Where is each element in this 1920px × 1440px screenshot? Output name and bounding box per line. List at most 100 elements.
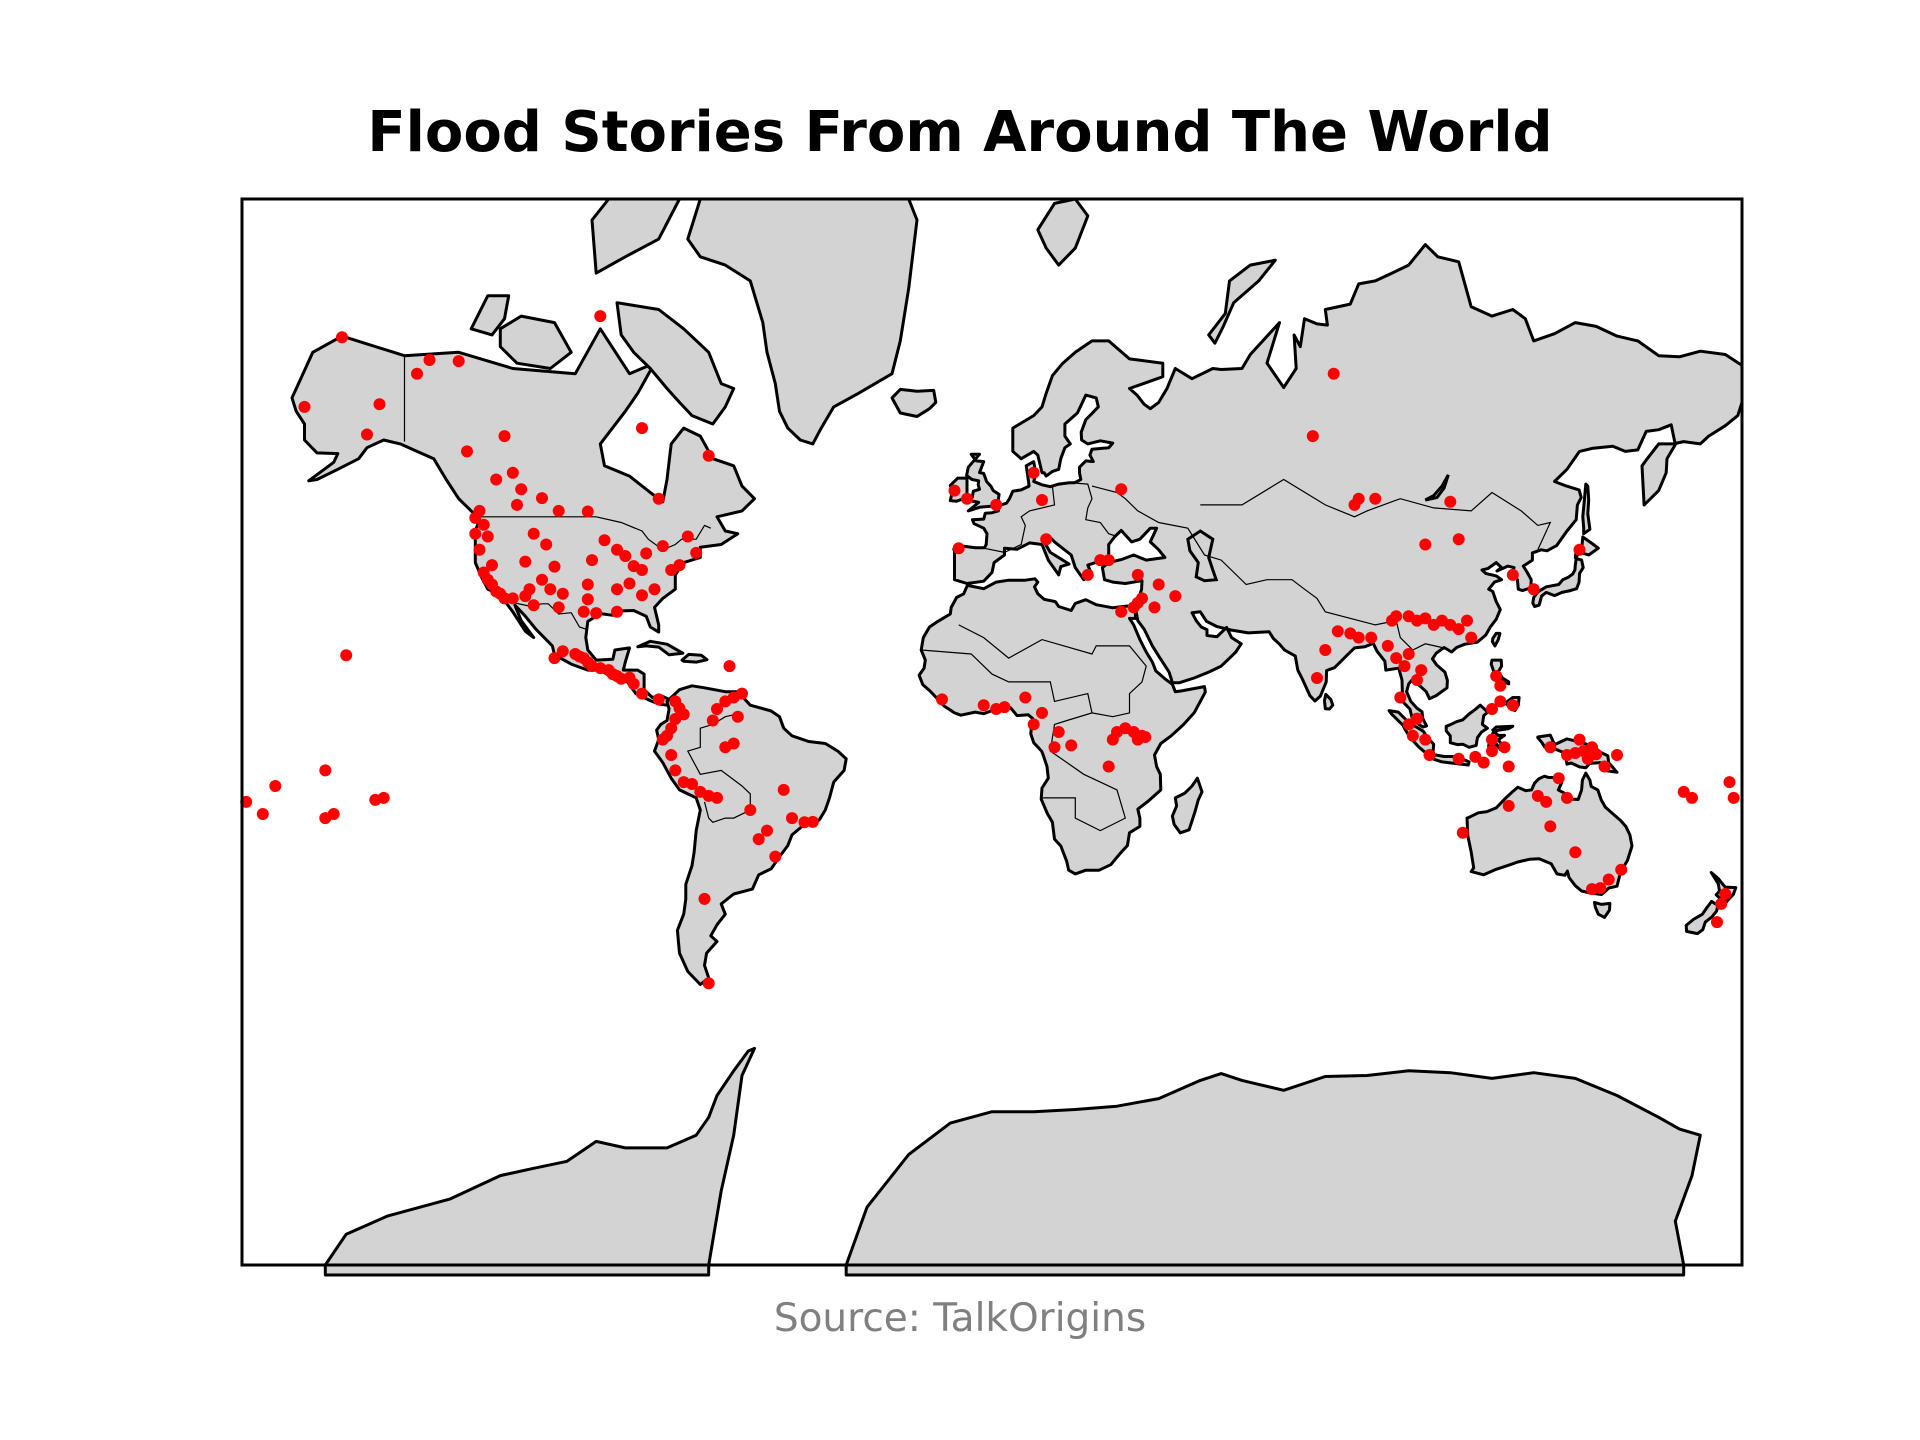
- flood-story-marker: [1127, 601, 1140, 614]
- flood-story-marker: [952, 542, 965, 555]
- flood-story-marker: [652, 693, 665, 706]
- landmasses: [290, 197, 1744, 1277]
- flood-story-marker: [1411, 712, 1423, 725]
- flood-story-marker: [1102, 760, 1115, 773]
- flood-story-marker: [1531, 789, 1544, 802]
- flood-story-marker: [1319, 644, 1332, 656]
- flood-story-marker: [611, 583, 623, 596]
- flood-story-marker: [477, 518, 490, 531]
- land-hispaniola: [680, 652, 709, 664]
- flood-story-marker: [586, 554, 598, 567]
- flood-story-marker: [1615, 863, 1628, 876]
- flood-story-marker: [636, 422, 648, 435]
- flood-story-marker: [515, 483, 528, 496]
- flood-story-marker: [1094, 554, 1107, 567]
- flood-story-marker: [948, 484, 961, 497]
- flood-story-marker: [1469, 750, 1482, 763]
- flood-story-marker: [1169, 590, 1182, 603]
- flood-story-marker: [1040, 533, 1053, 546]
- flood-story-marker: [506, 466, 519, 479]
- flood-story-marker: [1415, 664, 1428, 677]
- flood-story-marker: [1331, 625, 1344, 638]
- flood-story-marker: [1452, 752, 1465, 765]
- flood-story-marker: [1131, 568, 1144, 581]
- flood-story-marker: [669, 764, 682, 777]
- flood-story-marker: [481, 530, 494, 543]
- flood-story-marker: [1506, 568, 1519, 581]
- flood-story-marker: [711, 791, 723, 804]
- flood-story-marker: [506, 592, 519, 605]
- flood-story-marker: [1540, 795, 1553, 808]
- flood-story-marker: [1502, 799, 1515, 812]
- flood-story-marker: [1115, 605, 1128, 618]
- flood-story-marker: [636, 687, 648, 700]
- flood-story-marker: [686, 778, 698, 790]
- flood-story-marker: [590, 607, 603, 620]
- land-novaya-zemlya: [1207, 258, 1277, 345]
- flood-story-marker: [1611, 749, 1623, 761]
- flood-story-marker: [1461, 614, 1473, 627]
- flood-story-marker: [1452, 533, 1465, 546]
- flood-story-marker: [1727, 791, 1740, 804]
- land-taiwan: [1490, 631, 1502, 648]
- flood-story-marker: [1477, 756, 1490, 769]
- flood-story-marker: [1311, 672, 1323, 684]
- flood-story-marker: [1306, 430, 1319, 443]
- flood-story-marker: [1686, 791, 1698, 804]
- flood-story-marker: [1390, 652, 1403, 665]
- flood-story-marker: [1444, 495, 1457, 508]
- flood-story-marker: [527, 599, 540, 612]
- flood-story-marker: [1569, 846, 1582, 859]
- flood-story-marker: [1352, 492, 1365, 505]
- land-antarctica-peninsula: [323, 1046, 756, 1277]
- flood-story-marker: [702, 449, 715, 462]
- land-banks: [469, 294, 511, 337]
- flood-story-marker: [727, 737, 740, 750]
- flood-story-marker: [361, 428, 373, 441]
- map-frame: [240, 197, 1744, 1267]
- flood-story-marker: [552, 601, 565, 614]
- flood-story-marker: [936, 693, 948, 706]
- flood-story-marker: [673, 559, 686, 572]
- flood-story-marker: [1398, 660, 1411, 673]
- flood-story-marker: [1419, 538, 1432, 551]
- source-caption: Source: TalkOrigins: [773, 1296, 1147, 1341]
- land-great-britain: [965, 452, 1001, 513]
- flood-story-marker: [423, 354, 436, 366]
- flood-story-marker: [1602, 873, 1615, 886]
- flood-story-marker: [1552, 772, 1565, 785]
- flood-story-marker: [723, 660, 736, 673]
- flood-story-marker: [648, 583, 661, 596]
- flood-story-marker: [1423, 749, 1436, 761]
- flood-story-marker: [1019, 691, 1032, 704]
- flood-story-marker: [256, 808, 269, 820]
- lake-baikal: [1424, 474, 1450, 502]
- flood-story-marker: [511, 498, 523, 511]
- flood-story-marker: [961, 492, 973, 505]
- flood-story-marker: [319, 812, 332, 825]
- land-cuba: [636, 639, 685, 657]
- flood-story-marker: [1677, 785, 1690, 798]
- map-title: Flood Stories From Around The World: [367, 100, 1553, 165]
- flood-story-marker: [752, 833, 765, 846]
- flood-story-marker: [761, 824, 773, 837]
- flood-story-marker: [990, 498, 1003, 511]
- europe-borders: [983, 482, 1118, 554]
- flood-story-marker: [636, 564, 648, 576]
- flood-story-marker: [990, 703, 1003, 715]
- flood-story-marker: [1411, 674, 1423, 686]
- flood-story-marker: [1115, 483, 1128, 496]
- flood-story-marker: [1081, 568, 1094, 581]
- flood-story-marker: [1027, 466, 1040, 479]
- flood-story-marker: [1327, 367, 1340, 380]
- flood-story-marker: [1452, 623, 1465, 636]
- flood-story-marker: [1490, 670, 1503, 682]
- flood-story-marker: [706, 714, 719, 727]
- flood-story-marker: [1506, 699, 1519, 712]
- flood-story-marker: [1586, 883, 1598, 896]
- flood-story-marker: [340, 649, 353, 662]
- flood-story-marker: [1419, 733, 1432, 746]
- flood-story-marker: [473, 543, 486, 556]
- flood-story-marker: [1065, 739, 1078, 752]
- flood-story-marker: [1486, 703, 1498, 715]
